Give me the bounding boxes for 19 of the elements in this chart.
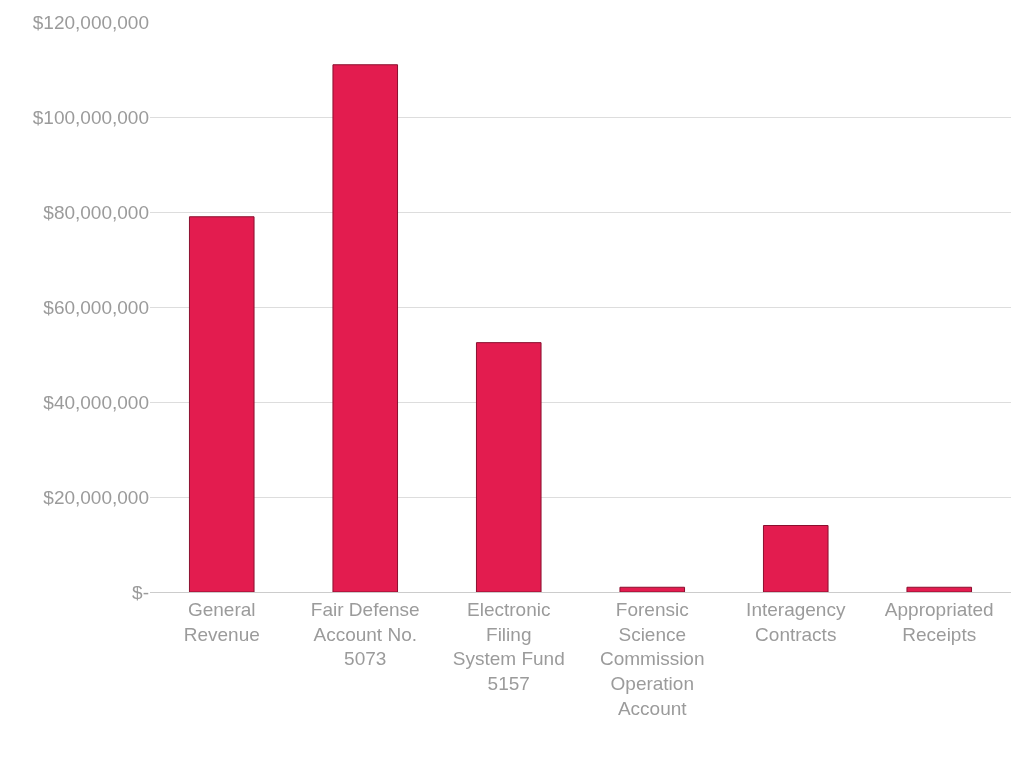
y-tick-label: $120,000,000 [32, 11, 149, 33]
bar [762, 525, 829, 592]
bar [188, 216, 255, 592]
y-tick-label: $- [132, 581, 149, 603]
bar [475, 342, 542, 592]
y-tick-label: $40,000,000 [43, 391, 149, 413]
x-tick-label: Interagency Contracts [746, 598, 846, 645]
x-tick-label: General Revenue [183, 598, 260, 645]
y-tick-label: $20,000,000 [43, 486, 149, 508]
y-tick-label: $60,000,000 [43, 296, 149, 318]
bar [906, 586, 973, 592]
y-tick-label: $80,000,000 [43, 201, 149, 223]
x-tick-label: Appropriated Receipts [884, 598, 994, 645]
x-tick-label: Forensic Science Commission Operation Account [599, 598, 705, 719]
bar [332, 64, 399, 592]
x-tick-label: Fair Defense Account No. 5073 [310, 598, 420, 670]
y-tick-label: $100,000,000 [32, 106, 149, 128]
x-tick-label: Electronic Filing System Fund 5157 [452, 598, 565, 694]
bar [619, 586, 686, 592]
